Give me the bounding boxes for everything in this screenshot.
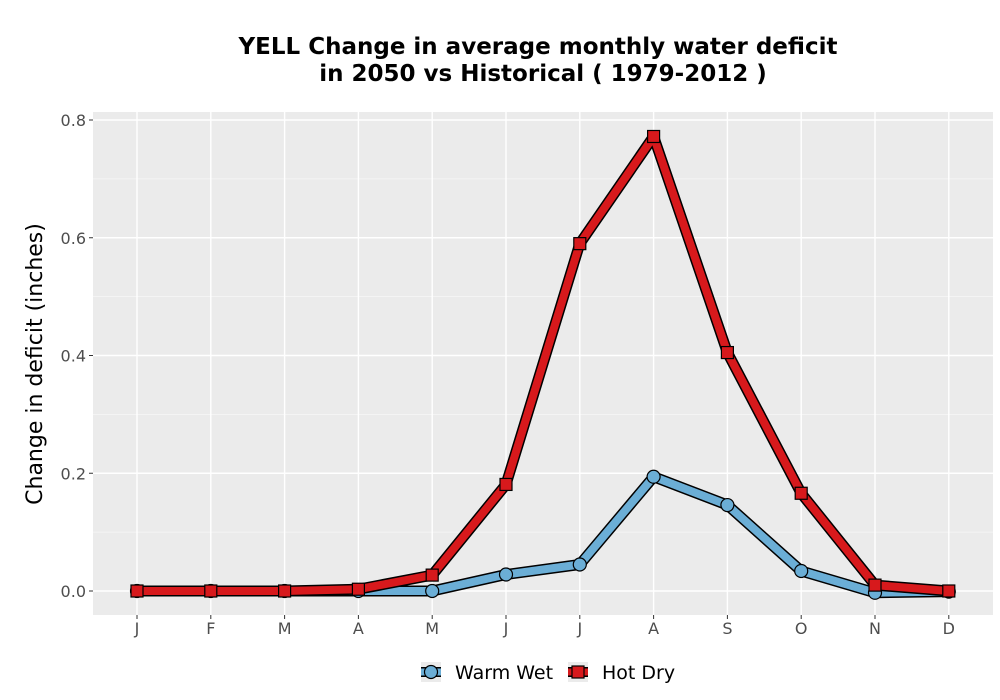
legend-item-warm-wet: Warm Wet [421, 662, 553, 684]
data-point-hot-dry [794, 486, 808, 500]
data-point-hot-dry [204, 584, 218, 598]
chart-title-line-1: YELL Change in average monthly water def… [238, 34, 838, 60]
y-axis-label: Change in deficit (inches) [23, 223, 48, 505]
y-tick-label: 0.4 [61, 347, 86, 366]
x-tick-label: S [722, 619, 732, 638]
data-point-warm-wet [498, 567, 514, 582]
chart-title-line-2: in 2050 vs Historical ( 1979-2012 ) [319, 61, 766, 87]
x-tick-label: J [576, 619, 582, 638]
data-point-warm-wet [572, 557, 587, 572]
legend-label-warm-wet: Warm Wet [455, 662, 553, 684]
x-tick-label: J [134, 619, 140, 638]
x-tick-label: O [795, 619, 808, 638]
x-tick-label: A [648, 619, 659, 638]
data-point-hot-dry [130, 584, 144, 598]
data-series [129, 129, 956, 600]
data-point-hot-dry [646, 129, 661, 144]
series-line-hot-dry [133, 132, 953, 595]
data-point-hot-dry [278, 584, 292, 598]
y-tick-label: 0.2 [61, 464, 86, 483]
data-point-hot-dry [425, 568, 439, 582]
x-tick-label: A [353, 619, 364, 638]
data-point-warm-wet [794, 563, 809, 579]
legend-marker-hot-dry [571, 665, 585, 679]
x-tick-label: D [943, 619, 955, 638]
data-point-hot-dry [942, 584, 956, 598]
x-tick-label: M [425, 619, 439, 638]
x-tick-label: N [869, 619, 881, 638]
data-point-hot-dry [720, 345, 735, 360]
x-tick-label: F [206, 619, 215, 638]
grid-lines [93, 112, 993, 615]
x-tick-label: J [503, 619, 509, 638]
x-tick-label: M [278, 619, 292, 638]
data-point-hot-dry [351, 582, 365, 596]
y-axis-ticks: 0.0 0.2 0.4 0.6 0.8 [61, 111, 93, 601]
data-point-warm-wet [425, 583, 440, 599]
data-point-warm-wet [720, 497, 735, 513]
y-tick-label: 0.6 [61, 229, 86, 248]
data-point-hot-dry [868, 578, 882, 592]
legend-label-hot-dry: Hot Dry [602, 662, 675, 684]
legend: Warm Wet Hot Dry [421, 662, 675, 684]
y-tick-label: 0.0 [61, 582, 86, 601]
legend-marker-warm-wet [423, 664, 439, 680]
legend-item-hot-dry: Hot Dry [568, 662, 675, 684]
y-tick-label: 0.8 [61, 111, 86, 130]
data-point-hot-dry [573, 237, 587, 251]
data-point-hot-dry [499, 477, 513, 492]
data-point-warm-wet [646, 469, 661, 484]
